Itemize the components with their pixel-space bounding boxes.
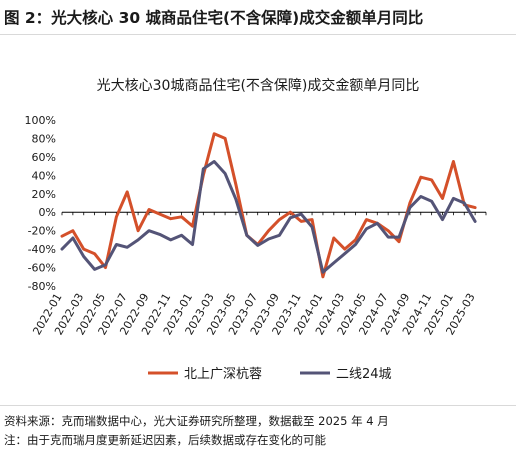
- y-tick-label: 80%: [32, 132, 56, 145]
- figure-title: 图 2：光大核心 30 城商品住宅(不含保障)成交金额单月同比: [4, 9, 424, 27]
- y-tick-label: 0%: [39, 206, 56, 219]
- y-tick-label: 100%: [25, 114, 56, 127]
- legend-label: 北上广深杭蓉: [184, 367, 262, 382]
- y-tick-label: 20%: [32, 188, 56, 201]
- chart-title: 光大核心30城商品住宅(不含保障)成交金额单月同比: [97, 77, 420, 94]
- y-axis: 100% 80% 60% 40% 20% 0% -20% -40% -60% -80%: [25, 114, 56, 293]
- y-tick-label: -40%: [28, 243, 56, 256]
- line-chart: 光大核心30城商品住宅(不含保障)成交金额单月同比 100% 80% 60% 40% 2…: [25, 77, 487, 382]
- footnote: 注：由于克而瑞月度更新延迟因素，后续数据或存在变化的可能: [4, 433, 326, 447]
- y-tick-label: 60%: [32, 151, 56, 164]
- x-axis: 2022-012022-032022-052022-072022-092022-…: [30, 211, 487, 337]
- figure-header: 图 2：光大核心 30 城商品住宅(不含保障)成交金额单月同比: [0, 0, 516, 35]
- y-tick-label: 40%: [32, 169, 56, 182]
- series-lines: [60, 132, 477, 279]
- legend: 北上广深杭蓉 二线24城: [148, 367, 392, 382]
- legend-label: 二线24城: [336, 367, 392, 382]
- source-note: 资料来源：克而瑞数据中心，光大证券研究所整理，数据截至 2025 年 4 月: [4, 414, 389, 428]
- y-tick-label: -20%: [28, 225, 56, 238]
- figure-footer: 资料来源：克而瑞数据中心，光大证券研究所整理，数据截至 2025 年 4 月 注…: [0, 405, 516, 456]
- y-tick-label: -80%: [28, 280, 56, 293]
- y-tick-label: -60%: [28, 262, 56, 275]
- series-line-2: [60, 160, 477, 274]
